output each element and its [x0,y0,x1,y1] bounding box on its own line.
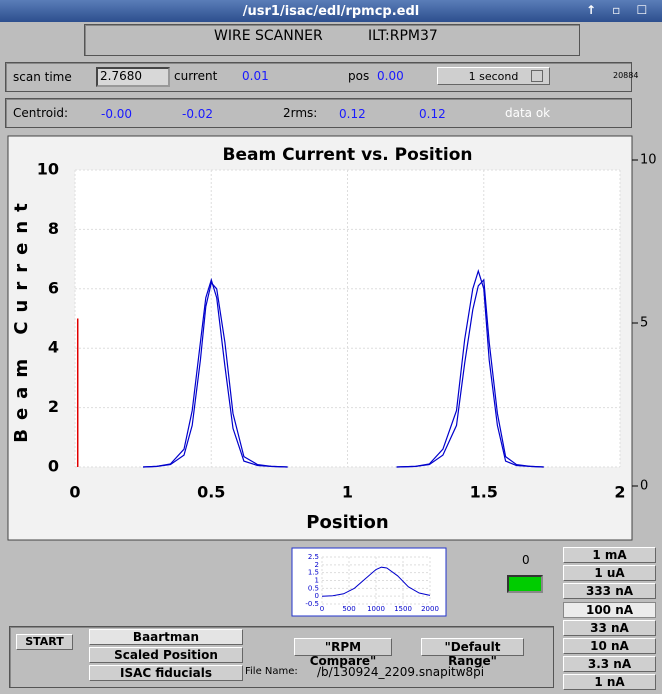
y2-tick-label: 10 [640,153,657,168]
x-tick-label: 0 [69,483,80,502]
x-tick-label: 2 [614,483,625,502]
x-axis-label: Position [306,512,388,533]
default-range-button[interactable]: "Default Range" [421,638,524,668]
y-tick-label: 6 [48,278,59,297]
indicator-value: 0 [522,553,530,567]
y-tick-label: 4 [48,338,59,357]
indicator [507,575,543,593]
value: 0.00 [377,69,404,83]
data-line [143,278,544,468]
y-tick-label: 0.5 [308,584,319,592]
rpm-compare-button[interactable]: "RPM Compare" [294,638,392,668]
y-axis-label: Beam Current [11,194,32,443]
rate: 1 second [468,70,519,83]
centroid-panel [5,98,632,128]
range-button[interactable]: 1 uA [563,565,656,582]
range-button[interactable]: 100 nA [563,601,656,618]
y-tick-label: 10 [37,160,59,179]
y-tick-label: 1.5 [308,569,319,577]
label: 2rms: [283,106,318,120]
state: data ok [505,106,551,120]
menu-indicator [531,70,543,82]
range-button[interactable]: 33 nA [563,619,656,636]
range-button[interactable]: 1 mA [563,547,656,563]
range-button[interactable]: 333 nA [563,583,656,600]
label: scan time [13,70,72,84]
rate-menu[interactable]: 1 second [437,67,550,85]
range-button[interactable]: 10 nA [563,638,656,654]
x-tick-label: 1000 [367,605,385,613]
header-panel [84,24,580,56]
label: current [174,69,218,83]
window-controls[interactable]: ↑ ▫ ☐ ✕ [586,3,662,17]
y-tick-label: 2 [48,397,59,416]
value: 0.12 [419,107,446,121]
label: pos [348,69,370,83]
range-button[interactable]: 3.3 nA [563,656,656,673]
x-tick-label: 0 [320,605,324,613]
title-bar [0,0,662,22]
y-tick-label: 0 [48,457,59,476]
option-button[interactable]: ISAC fiducials [89,665,243,681]
file-name: /b/130924_2209.snapitw8pi [317,665,485,679]
value: 0.01 [242,69,269,83]
value: 0.12 [339,107,366,121]
counter: 20884 [613,71,639,80]
option-button[interactable]: Baartman [89,629,243,645]
range-button[interactable]: 1 nA [563,674,656,691]
x-tick-label: 0.5 [197,483,225,502]
x-tick-label: 1500 [394,605,412,613]
data-line [321,566,431,597]
window-title: /usr1/isac/edl/rpmcp.edl [242,4,420,19]
control-panel [9,626,554,688]
y-tick-label: 8 [48,219,59,238]
y-tick-label: 2.5 [308,553,319,561]
status-panel [5,62,632,92]
value: -0.00 [101,107,133,121]
start-button[interactable]: START [16,634,73,650]
data-line [143,268,544,468]
y2-tick-label: 0 [640,479,648,494]
x-tick-label: 1 [342,483,353,502]
chart-title: Beam Current vs. Position [222,145,472,165]
y-tick-label: 0 [315,592,319,600]
file-label: File Name: [245,666,298,677]
x-tick-label: 500 [342,605,355,613]
y-tick-label: -0.5 [305,600,319,608]
value: -0.02 [182,107,214,121]
x-tick-label: 2000 [421,605,439,613]
label: Centroid: [13,106,69,120]
y-tick-label: 1 [315,577,319,585]
y-tick-label: 2 [315,561,319,569]
scan-time-input[interactable]: 2.7680 [96,67,170,87]
header-device: ILT:RPM37 [368,28,438,44]
y2-tick-label: 5 [640,316,648,331]
option-button[interactable]: Scaled Position [89,647,243,663]
x-tick-label: 1.5 [470,483,498,502]
header-name: WIRE SCANNER [214,28,323,44]
